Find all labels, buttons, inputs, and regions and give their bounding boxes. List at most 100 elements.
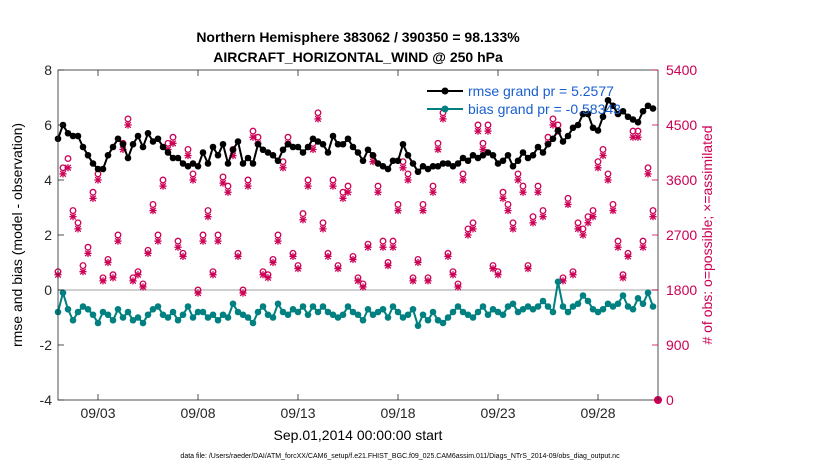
x-axis-label: Sep.01,2014 00:00:00 start xyxy=(274,427,443,443)
obs-assimilated-point xyxy=(479,145,487,154)
rmse-point xyxy=(264,149,272,156)
rmse-point xyxy=(169,154,177,162)
y-tick-label-left: -4 xyxy=(40,392,53,408)
rmse-point xyxy=(529,151,537,159)
rmse-point xyxy=(524,154,532,162)
rmse-point xyxy=(364,146,372,154)
bias-point xyxy=(239,311,247,319)
bias-point xyxy=(234,308,242,316)
rmse-point xyxy=(389,157,397,165)
x-tick-label: 09/23 xyxy=(480,405,515,421)
obs-assimilated-point xyxy=(609,206,617,215)
y-tick-label-right: 3600 xyxy=(666,172,697,188)
obs-assimilated-point xyxy=(449,271,457,279)
obs-assimilated-point xyxy=(289,252,297,260)
bias-point xyxy=(414,322,422,330)
y-tick-label-left: 0 xyxy=(44,282,52,298)
rmse-point xyxy=(354,149,362,156)
rmse-point xyxy=(499,157,507,165)
bias-point xyxy=(84,305,92,313)
rmse-point xyxy=(119,140,127,148)
bias-point xyxy=(529,305,537,313)
bias-point xyxy=(594,308,602,316)
bias-point xyxy=(154,303,162,310)
bias-point xyxy=(459,308,467,316)
rmse-point xyxy=(324,149,332,156)
obs-assimilated-point xyxy=(109,274,117,282)
obs-assimilated-point xyxy=(574,225,582,233)
rmse-point xyxy=(254,140,262,148)
obs-assimilated-point xyxy=(354,277,362,285)
rmse-point xyxy=(599,113,607,121)
bias-point xyxy=(284,311,292,319)
rmse-point xyxy=(194,162,202,170)
rmse-point xyxy=(69,132,77,140)
legend-rmse-label: rmse grand pr = 5.2577 xyxy=(468,83,614,99)
rmse-point xyxy=(539,149,547,156)
rmse-point xyxy=(434,162,442,170)
obs-assimilated-point xyxy=(649,213,657,221)
bias-point xyxy=(564,308,572,316)
rmse-point xyxy=(479,151,487,159)
rmse-point xyxy=(184,162,192,170)
bias-point xyxy=(374,308,382,316)
rmse-point xyxy=(414,168,422,176)
rmse-point xyxy=(419,162,427,170)
obs-assimilated-point xyxy=(179,252,187,260)
bias-point xyxy=(424,316,432,324)
rmse-point xyxy=(334,140,342,148)
rmse-point xyxy=(474,154,482,162)
bias-point xyxy=(619,292,627,299)
obs-assimilated-point xyxy=(74,225,82,233)
rmse-point xyxy=(589,124,597,132)
bias-point xyxy=(294,308,302,316)
obs-assimilated-point xyxy=(124,121,132,129)
rmse-point xyxy=(269,151,277,159)
rmse-point xyxy=(99,165,107,173)
y-tick-label-right: 2700 xyxy=(666,227,697,243)
rmse-point xyxy=(509,162,517,170)
obs-assimilated-point xyxy=(459,176,467,184)
rmse-point xyxy=(619,107,627,115)
bias-point xyxy=(199,308,207,316)
rmse-point xyxy=(239,160,247,167)
obs-assimilated-point xyxy=(349,255,357,264)
bias-point xyxy=(574,300,582,308)
rmse-point xyxy=(124,154,132,162)
obs-assimilated-point xyxy=(59,170,67,178)
bias-point xyxy=(114,305,122,313)
obs-assimilated-point xyxy=(404,176,412,184)
rmse-point xyxy=(144,129,152,137)
rmse-point xyxy=(204,160,212,167)
y-tick-label-right: 0 xyxy=(666,392,674,408)
y-tick-label-right: 5400 xyxy=(666,62,697,78)
obs-assimilated-point xyxy=(414,258,422,267)
bias-point xyxy=(444,314,452,321)
bias-point xyxy=(519,305,527,313)
rmse-point xyxy=(89,160,97,167)
bias-point xyxy=(369,311,377,319)
bias-point xyxy=(134,314,142,321)
obs-assimilated-point xyxy=(79,268,87,276)
bias-point xyxy=(454,303,462,310)
rmse-point xyxy=(454,160,462,167)
bias-point xyxy=(559,303,567,310)
bias-point xyxy=(474,308,482,316)
bias-point xyxy=(499,311,507,319)
obs-assimilated-point xyxy=(409,277,417,285)
obs-assimilated-point xyxy=(594,164,602,172)
y-tick-label-right: 4500 xyxy=(666,117,697,133)
rmse-point xyxy=(219,140,227,148)
rmse-point xyxy=(404,151,412,159)
rmse-point xyxy=(134,132,142,140)
obs-assimilated-point xyxy=(589,213,597,221)
obs-assimilated-point xyxy=(424,277,432,285)
rmse-point xyxy=(199,149,207,156)
obs-assimilated-point xyxy=(534,188,542,196)
rmse-point xyxy=(379,162,387,170)
bias-series xyxy=(54,278,657,330)
obs-assimilated-point xyxy=(474,127,482,135)
obs-assimilated-point xyxy=(379,243,387,251)
bias-point xyxy=(479,303,487,310)
bias-point xyxy=(279,308,287,316)
